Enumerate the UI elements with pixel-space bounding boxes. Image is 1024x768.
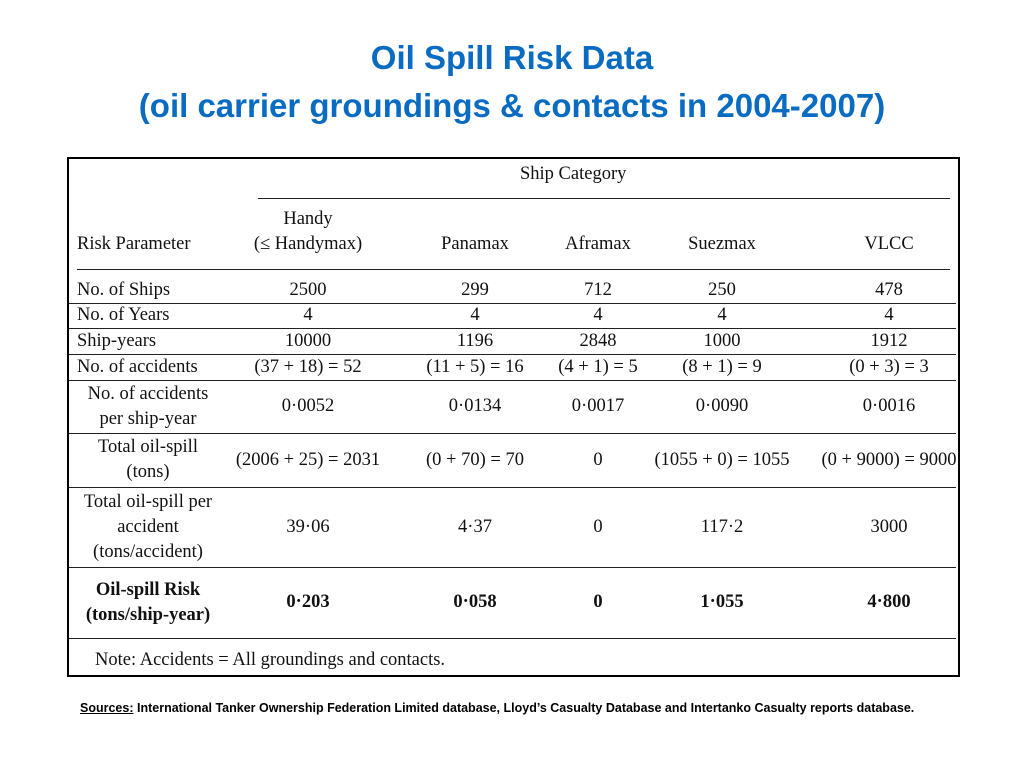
group-header: Ship Category bbox=[520, 164, 627, 184]
text-line: Handy bbox=[283, 209, 333, 229]
table-cell: 10000 bbox=[284, 330, 332, 351]
table-cell: 4 bbox=[470, 305, 480, 325]
table-cell: 299 bbox=[461, 280, 489, 300]
table-cell: 0·058 bbox=[453, 592, 497, 612]
rule bbox=[69, 487, 956, 488]
table-cell: (2006 + 25) = 2031 bbox=[235, 449, 381, 470]
table-cell: 0·0090 bbox=[695, 396, 749, 416]
table-cell: 0·0052 bbox=[281, 396, 335, 416]
table-cell: (37 + 18) = 52 bbox=[254, 356, 362, 377]
table-cell: 0 bbox=[593, 516, 603, 537]
sources: Sources: International Tanker Ownership … bbox=[80, 698, 960, 718]
row-label: Total oil-spill (tons) bbox=[72, 435, 224, 485]
row-label: No. of Years bbox=[77, 303, 170, 328]
column-header: VLCC bbox=[799, 232, 979, 257]
text-line: Aframax bbox=[565, 234, 631, 254]
table-cell: 712 bbox=[584, 280, 612, 300]
sources-label: Sources: bbox=[80, 701, 134, 715]
table-cell: (1055 + 0) = 1055 bbox=[654, 449, 790, 470]
column-header: Suezmax bbox=[632, 232, 812, 257]
row-label: Total oil-spill per accident (tons/acciden… bbox=[72, 490, 224, 565]
rule bbox=[69, 328, 956, 329]
table-cell: 2848 bbox=[579, 330, 617, 351]
row-label: Ship-years bbox=[77, 329, 156, 354]
text-line: No. of accidents bbox=[77, 356, 198, 377]
table-cell: 0·0016 bbox=[862, 396, 916, 416]
text-line: (tons/ship-year) bbox=[85, 604, 211, 625]
column-header: Risk Parameter bbox=[77, 232, 191, 257]
table-cell: (0 + 70) = 70 bbox=[426, 449, 524, 470]
table-cell: 2500 bbox=[289, 280, 327, 300]
column-header: Panamax bbox=[385, 232, 565, 257]
row-label: No. of Ships bbox=[77, 278, 170, 303]
text-line: Total oil-spill per bbox=[83, 491, 213, 512]
row-label: No. of accidents bbox=[77, 355, 198, 380]
rule bbox=[77, 269, 950, 270]
table-cell: 4 bbox=[884, 305, 894, 325]
text-line: Risk Parameter bbox=[77, 234, 191, 254]
text-line: Ship-years bbox=[77, 330, 157, 351]
table-cell: (0 + 9000) = 9000 bbox=[821, 449, 957, 470]
table-cell: 3000 bbox=[870, 516, 908, 537]
text-line: (tons/accident) bbox=[93, 541, 203, 562]
table-cell: 1·055 bbox=[700, 592, 744, 612]
row-label: Oil-spill Risk (tons/ship-year) bbox=[72, 578, 224, 628]
rule bbox=[69, 638, 956, 639]
table-cell: 4 bbox=[717, 305, 727, 325]
table-cell: 0 bbox=[593, 592, 603, 612]
text-line: VLCC bbox=[864, 234, 914, 254]
text-line: Panamax bbox=[441, 234, 509, 254]
text-line: Suezmax bbox=[688, 234, 756, 254]
table-cell: (0 + 3) = 3 bbox=[849, 356, 929, 377]
table-cell: 4 bbox=[303, 305, 313, 325]
sources-text: International Tanker Ownership Federatio… bbox=[136, 701, 915, 715]
text-line: No. of Ships bbox=[77, 280, 171, 300]
table-cell: (8 + 1) = 9 bbox=[682, 356, 762, 377]
title-line: (oil carrier groundings & contacts in 20… bbox=[138, 87, 886, 124]
table-note: Note: Accidents = All groundings and con… bbox=[95, 650, 446, 670]
title: Oil Spill Risk Data (oil carrier groundi… bbox=[0, 34, 1024, 130]
table-cell: 0·0017 bbox=[571, 396, 625, 416]
row-label: No. of accidents per ship-year bbox=[72, 382, 224, 432]
table-cell: 1912 bbox=[870, 330, 908, 351]
text-line: Oil-spill Risk bbox=[95, 579, 201, 600]
rule bbox=[69, 354, 956, 355]
text-line: accident bbox=[117, 516, 179, 537]
table-cell: 0 bbox=[593, 449, 603, 470]
table-cell: 117·2 bbox=[700, 516, 744, 537]
table-cell: (11 + 5) = 16 bbox=[426, 356, 524, 377]
table-cell: 0·203 bbox=[286, 592, 330, 612]
text-line: per ship-year bbox=[99, 408, 197, 429]
rule bbox=[69, 303, 956, 304]
table-cell: 250 bbox=[708, 280, 736, 300]
text-line: No. of Years bbox=[77, 305, 170, 325]
rule bbox=[69, 380, 956, 381]
column-header: Aframax bbox=[508, 232, 688, 257]
column-header: Handy (≤ Handymax) bbox=[218, 207, 398, 257]
table: Ship Category Risk Parameter Handy (≤ Handy… bbox=[67, 157, 960, 677]
table-cell: 4·800 bbox=[867, 592, 911, 612]
rule bbox=[69, 433, 956, 434]
table-cell: 4 bbox=[593, 305, 603, 325]
text-line: (≤ Handymax) bbox=[253, 234, 363, 254]
table-cell: 39·06 bbox=[286, 516, 330, 537]
title-line: Oil Spill Risk Data bbox=[370, 39, 654, 76]
rule bbox=[258, 198, 950, 199]
table-cell: (4 + 1) = 5 bbox=[558, 356, 638, 377]
text-line: (tons) bbox=[126, 462, 170, 482]
text-line: Total oil-spill bbox=[98, 437, 198, 457]
table-cell: 478 bbox=[875, 280, 903, 300]
table-cell: 0·0134 bbox=[448, 396, 502, 416]
text-line: No. of accidents bbox=[87, 383, 209, 404]
rule bbox=[69, 567, 956, 568]
table-cell: 4·37 bbox=[458, 516, 492, 537]
table-cell: 1000 bbox=[703, 330, 741, 351]
table-cell: 1196 bbox=[456, 330, 494, 351]
